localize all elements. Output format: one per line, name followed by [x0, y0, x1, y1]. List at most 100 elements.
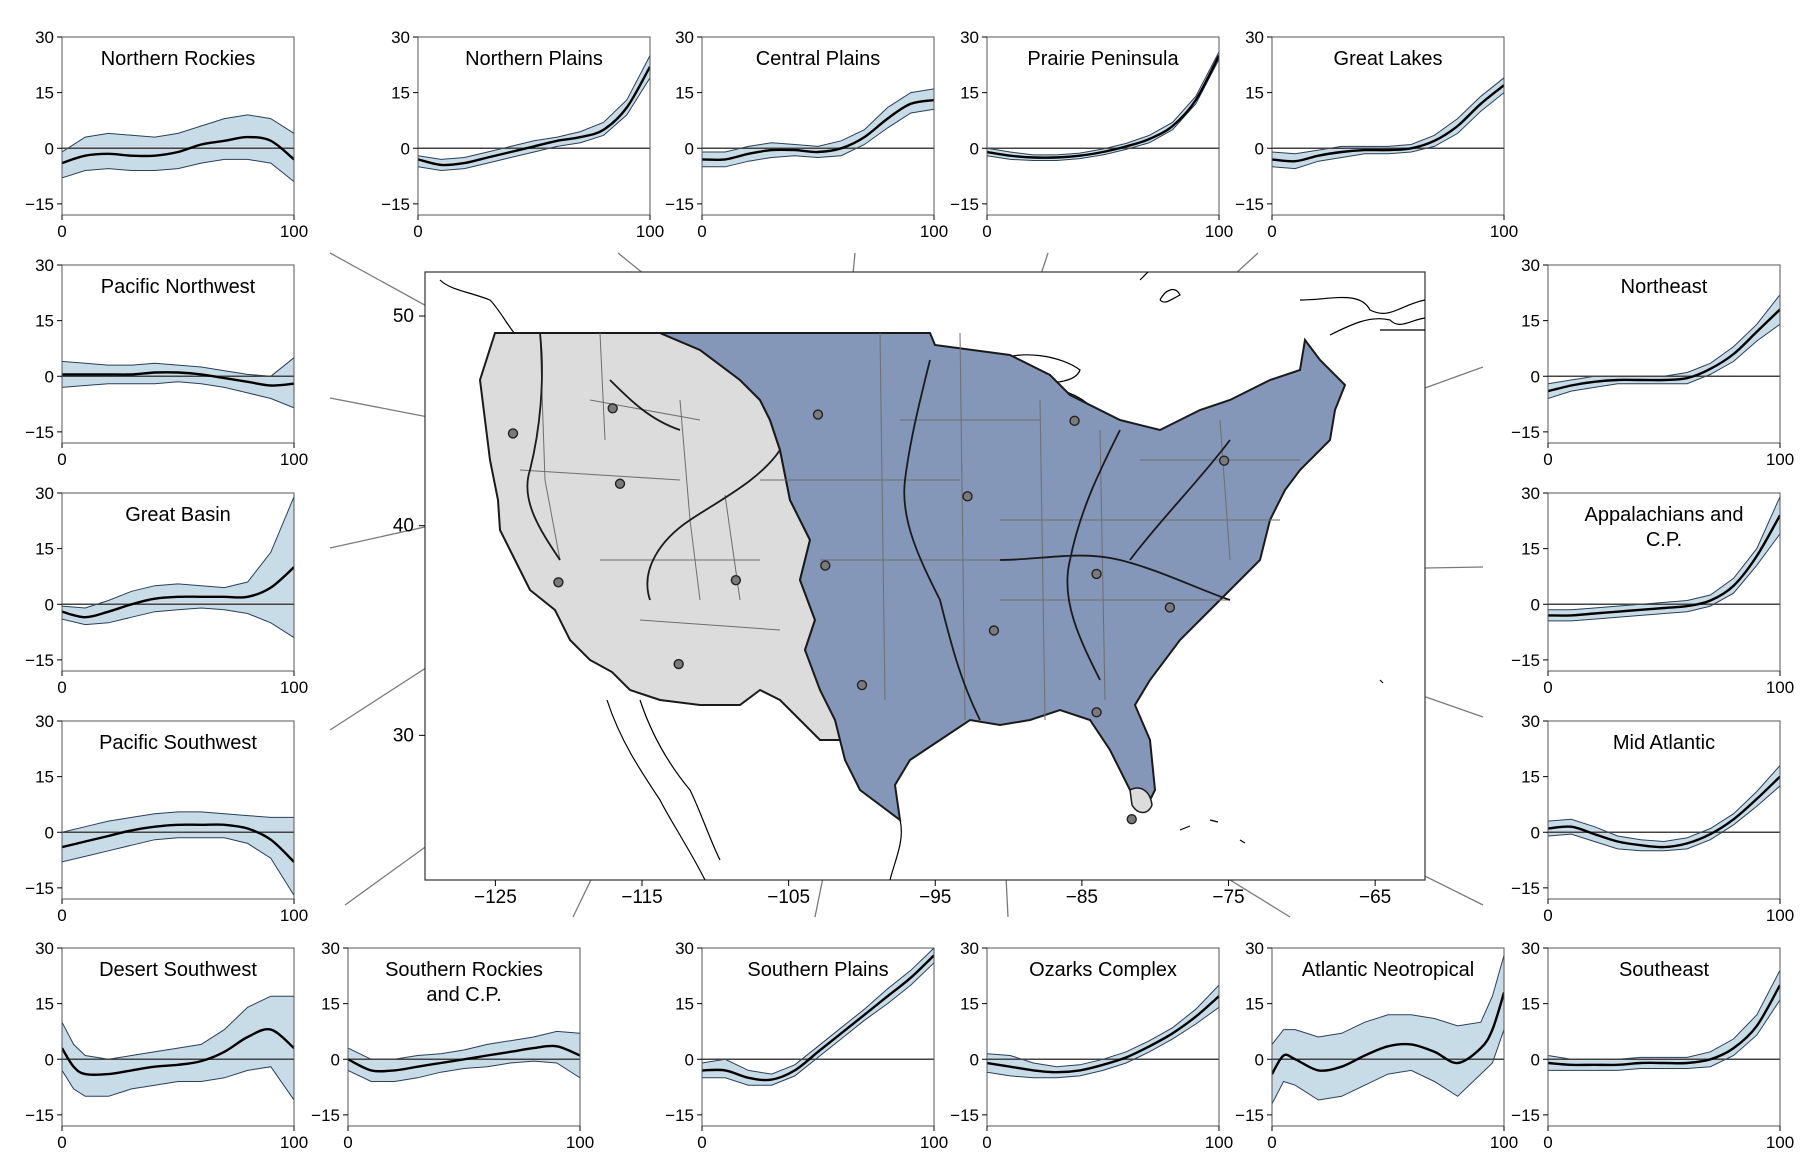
y-tick-label: 15 [35, 312, 54, 331]
x-tick-label: 0 [1543, 450, 1552, 469]
mean-line [1272, 84, 1504, 163]
confidence-band [62, 357, 294, 409]
map-lon-tick-label: −105 [767, 887, 810, 908]
axes-frame [701, 947, 935, 1127]
mean-line [348, 1044, 580, 1073]
axes-frame [347, 947, 581, 1127]
axes-frame [986, 36, 1220, 216]
axes-frame [1547, 720, 1781, 900]
y-tick-label: 0 [1531, 595, 1540, 614]
confidence-band [418, 55, 650, 172]
y-tick-label: 30 [960, 939, 979, 958]
x-tick-label: 100 [1766, 1133, 1794, 1152]
y-tick-label: 0 [970, 139, 979, 158]
map-axis-ticks: −125 −115 −105 −95 −85 −75 −65 50 40 30 [393, 306, 1391, 908]
canada-coastline [439, 272, 1425, 341]
x-tick-label: 0 [57, 906, 66, 925]
site-marker-atlantic-neotropical [1126, 814, 1137, 825]
axes-frame [417, 36, 651, 216]
x-tick-label: 100 [920, 1133, 948, 1152]
y-tick-label: 30 [35, 712, 54, 731]
confidence-band [348, 1030, 580, 1082]
panel-title: Great Lakes [1334, 48, 1443, 70]
y-tick-label: −15 [311, 1106, 340, 1125]
mean-line [62, 566, 294, 619]
panel-title: Atlantic Neotropical [1302, 959, 1474, 981]
mean-line [987, 54, 1219, 159]
panel-title: Southern Rockies [385, 959, 543, 981]
site-marker-desert-southwest [673, 658, 684, 670]
mean-line [1272, 992, 1504, 1075]
y-tick-label: 0 [1255, 139, 1264, 158]
axes-frame [61, 36, 295, 216]
site-marker-prairie-peninsula [962, 491, 973, 502]
y-tick-label: 15 [960, 995, 979, 1014]
florida-south-tip [1129, 787, 1153, 814]
panel-title: and C.P. [426, 984, 501, 1006]
panel-title: Great Basin [125, 504, 231, 526]
y-tick-label: 15 [1245, 995, 1264, 1014]
y-tick-label: 0 [1531, 1050, 1540, 1069]
mean-line [987, 995, 1219, 1074]
y-tick-label: 30 [960, 28, 979, 47]
y-tick-label: 0 [1531, 823, 1540, 842]
mean-line [62, 135, 294, 165]
x-tick-label: 0 [57, 1133, 66, 1152]
y-tick-label: 0 [1531, 367, 1540, 386]
map: −125 −115 −105 −95 −85 −75 −65 50 40 30 [393, 271, 1426, 908]
panel-title: Northeast [1621, 276, 1708, 298]
mean-line [702, 954, 934, 1082]
y-tick-label: 30 [1245, 939, 1264, 958]
mexico-coastline [606, 699, 902, 880]
axes-frame [1547, 492, 1781, 672]
y-tick-label: 30 [1521, 484, 1540, 503]
y-tick-label: 30 [35, 28, 54, 47]
panel-title: Pacific Northwest [101, 276, 256, 298]
panel-title: Desert Southwest [99, 959, 257, 981]
confidence-band [1272, 77, 1504, 170]
y-tick-label: 0 [970, 1050, 979, 1069]
confidence-band [1548, 970, 1780, 1071]
axes-frame [61, 720, 295, 900]
site-marker-pacific-southwest [553, 577, 564, 588]
y-tick-label: 30 [1245, 28, 1264, 47]
y-tick-label: 15 [1521, 540, 1540, 559]
y-tick-label: 30 [675, 939, 694, 958]
site-marker-central-plains [820, 560, 831, 571]
site-marker-northern-rockies [607, 403, 618, 414]
x-tick-label: 0 [1543, 678, 1552, 697]
y-tick-label: 15 [35, 995, 54, 1014]
map-lon-tick-label: −65 [1359, 887, 1391, 908]
panel-title: Mid Atlantic [1613, 732, 1715, 754]
y-tick-label: 15 [391, 84, 410, 103]
x-tick-label: 0 [982, 222, 991, 241]
x-tick-label: 100 [280, 678, 308, 697]
site-marker-great-basin [614, 478, 626, 489]
y-tick-label: −15 [950, 195, 979, 214]
y-tick-label: 30 [1521, 712, 1540, 731]
y-tick-label: 0 [45, 823, 54, 842]
y-tick-label: −15 [1235, 1106, 1264, 1125]
y-tick-label: 30 [1521, 256, 1540, 275]
y-tick-label: −15 [1511, 651, 1540, 670]
axes-frame [61, 264, 295, 444]
panel-title: Pacific Southwest [99, 732, 257, 754]
mean-line [702, 98, 934, 161]
confidence-band [987, 984, 1219, 1079]
axes-frame [61, 947, 295, 1127]
x-tick-label: 0 [982, 1133, 991, 1152]
x-tick-label: 100 [566, 1133, 594, 1152]
axes-frame [986, 947, 1220, 1127]
x-tick-label: 0 [343, 1133, 352, 1152]
x-tick-label: 100 [1766, 906, 1794, 925]
y-tick-label: 0 [45, 1050, 54, 1069]
